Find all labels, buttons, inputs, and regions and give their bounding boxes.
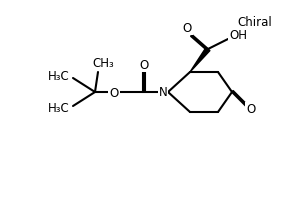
Text: CH₃: CH₃: [92, 57, 114, 70]
Text: O: O: [246, 102, 256, 115]
Text: H₃C: H₃C: [48, 70, 70, 83]
Polygon shape: [190, 47, 210, 72]
Text: O: O: [182, 21, 192, 34]
Text: O: O: [110, 86, 118, 99]
Text: OH: OH: [229, 29, 247, 42]
Text: O: O: [140, 59, 148, 72]
Text: N: N: [159, 85, 167, 98]
Text: H₃C: H₃C: [48, 101, 70, 114]
Text: Chiral: Chiral: [238, 16, 272, 29]
